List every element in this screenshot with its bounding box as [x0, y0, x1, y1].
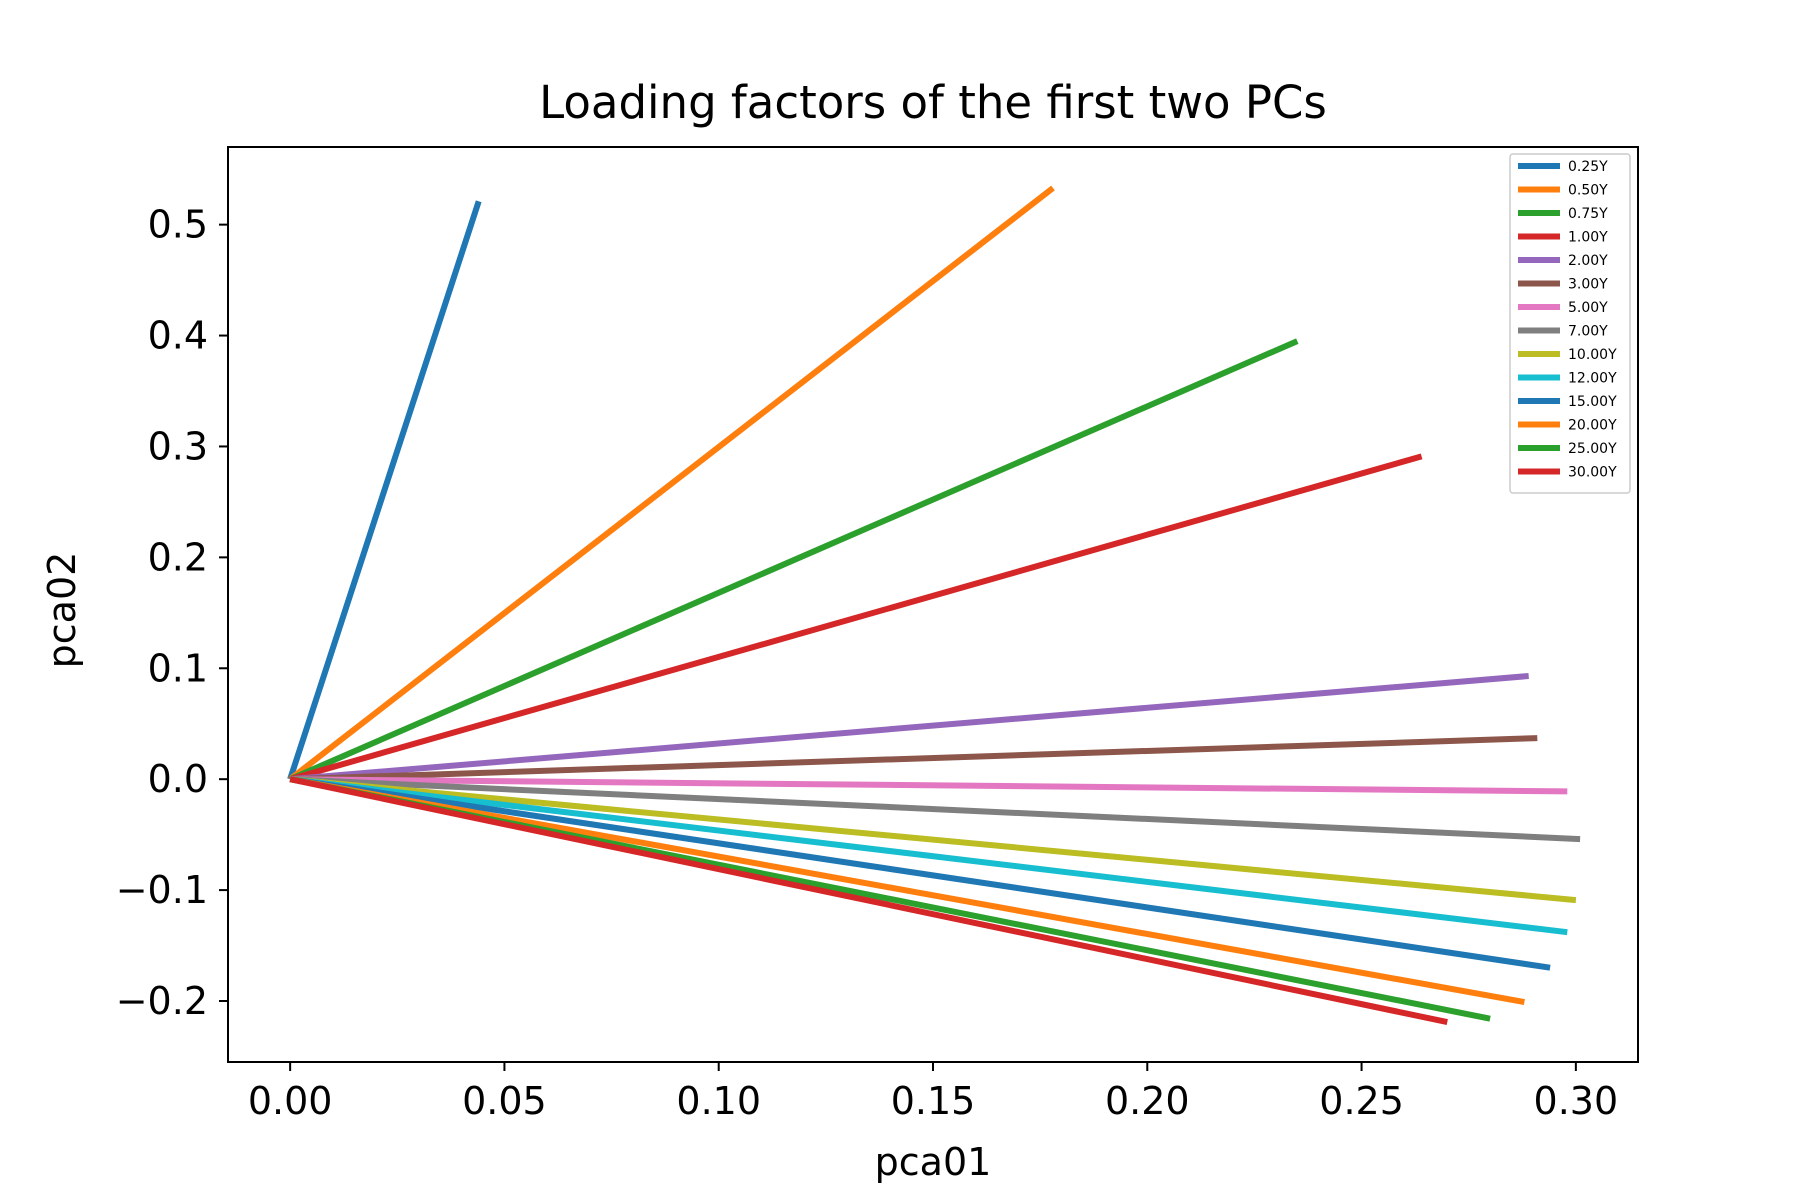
y-tick-label: 0.5 [148, 203, 208, 247]
y-tick-label: −0.1 [116, 868, 208, 912]
legend-label: 30.00Y [1568, 465, 1617, 481]
series-line [289, 776, 1525, 1006]
series-line [289, 776, 1551, 971]
x-axis-label: pca01 [875, 1140, 992, 1184]
series-line [289, 673, 1529, 783]
legend-label: 0.50Y [1568, 183, 1608, 199]
legend-label: 7.00Y [1568, 324, 1608, 340]
y-tick-label: −0.2 [116, 979, 208, 1023]
legend-label: 25.00Y [1568, 441, 1617, 457]
legend-label: 20.00Y [1568, 418, 1617, 434]
series-line [290, 735, 1538, 783]
x-tick-label: 0.00 [248, 1079, 333, 1123]
series-line [289, 776, 1448, 1026]
x-axis: 0.00 0.05 0.10 0.15 0.20 0.25 0.30 [248, 1062, 1618, 1123]
x-tick-label: 0.05 [462, 1079, 547, 1123]
y-tick-label: 0.1 [148, 646, 208, 690]
y-tick-label: 0.4 [148, 314, 208, 358]
y-tick-label: 0.0 [148, 757, 208, 801]
legend: 0.25Y 0.50Y 0.75Y 1.00Y 2.00Y 3.00Y 5.00Y 7.00Y… [1509, 153, 1631, 494]
x-tick-label: 0.15 [891, 1079, 976, 1123]
x-tick-label: 0.20 [1105, 1079, 1190, 1123]
y-axis: −0.2 −0.1 0.0 0.1 0.2 0.3 0.4 0.5 [116, 203, 228, 1023]
legend-label: 3.00Y [1568, 277, 1608, 293]
legend-label: 15.00Y [1568, 394, 1617, 410]
legend-label: 2.00Y [1568, 253, 1608, 269]
legend-label: 12.00Y [1568, 371, 1617, 387]
y-tick-label: 0.2 [148, 535, 208, 579]
series-line [289, 776, 1581, 843]
series-line [289, 776, 1568, 936]
x-tick-label: 0.30 [1534, 1079, 1619, 1123]
y-axis-label: pca02 [40, 552, 84, 669]
legend-label: 10.00Y [1568, 347, 1617, 363]
series-line [289, 776, 1577, 904]
series-line [288, 185, 1055, 782]
legend-label: 0.25Y [1568, 159, 1608, 175]
y-tick-label: 0.3 [148, 424, 208, 468]
series-lines [287, 185, 1581, 1026]
series-line [290, 776, 1568, 795]
x-tick-label: 0.10 [676, 1079, 761, 1123]
legend-label: 0.75Y [1568, 206, 1608, 222]
series-line [289, 453, 1423, 783]
x-tick-label: 0.25 [1319, 1079, 1404, 1123]
series-line [288, 338, 1299, 782]
chart-title: Loading factors of the first two PCs [539, 76, 1327, 129]
series-line [287, 200, 482, 781]
legend-label: 5.00Y [1568, 300, 1608, 316]
plot-frame [227, 146, 1639, 1063]
legend-label: 1.00Y [1568, 230, 1608, 246]
